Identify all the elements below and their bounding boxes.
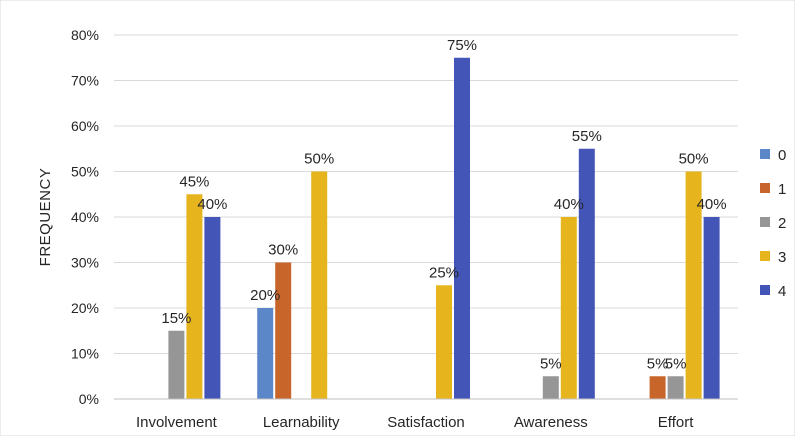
data-label: 40%	[554, 196, 584, 213]
data-label: 45%	[179, 173, 209, 190]
x-category-label: Learnability	[263, 414, 340, 431]
data-labels: 15%45%40%20%30%50%25%75%5%40%55%5%5%50%4…	[161, 37, 726, 373]
x-axis-categories: Involvement Learnability Satisfaction Aware…	[136, 414, 694, 431]
legend-label: 4	[778, 283, 786, 300]
legend-swatch-2	[760, 217, 770, 227]
data-label: 40%	[197, 196, 227, 213]
bar-learnability-series-1	[275, 262, 292, 399]
legend-label: 3	[778, 249, 786, 266]
x-category-label: Involvement	[136, 414, 218, 431]
y-tick-label: 80%	[71, 27, 99, 43]
x-category-label: Satisfaction	[387, 414, 465, 431]
data-label: 20%	[250, 287, 280, 304]
y-tick-label: 20%	[71, 300, 99, 316]
y-tick-label: 10%	[71, 346, 99, 362]
data-label: 5%	[647, 355, 669, 372]
legend-label: 1	[778, 181, 786, 198]
y-axis-ticks: 0% 10% 20% 30% 40% 50% 60% 70% 80%	[71, 27, 99, 407]
data-label: 40%	[697, 196, 727, 213]
y-tick-label: 60%	[71, 118, 99, 134]
bars	[168, 57, 720, 399]
y-tick-label: 50%	[71, 164, 99, 180]
data-label: 50%	[304, 151, 334, 168]
y-tick-label: 40%	[71, 209, 99, 225]
data-label: 30%	[268, 242, 298, 259]
bar-learnability-series-3	[311, 171, 328, 399]
data-label: 75%	[447, 37, 477, 54]
bar-awareness-series-2	[542, 376, 559, 399]
bar-learnability-series-0	[257, 308, 274, 399]
bar-effort-series-3	[685, 171, 702, 399]
data-label: 15%	[161, 310, 191, 327]
bar-awareness-series-3	[560, 217, 577, 399]
bar-awareness-series-4	[578, 148, 595, 399]
x-category-label: Effort	[658, 414, 694, 431]
x-category-label: Awareness	[514, 414, 588, 431]
bar-involvement-series-3	[186, 194, 203, 399]
legend-label: 0	[778, 147, 786, 164]
data-label: 5%	[540, 355, 562, 372]
legend: 0 1 2 3 4	[760, 147, 786, 300]
bar-involvement-series-4	[204, 217, 221, 399]
y-tick-label: 30%	[71, 255, 99, 271]
bar-satisfaction-series-4	[454, 57, 470, 399]
bar-involvement-series-2	[168, 330, 185, 399]
legend-swatch-4	[760, 285, 770, 295]
data-label: 25%	[429, 264, 459, 281]
data-label: 5%	[665, 355, 687, 372]
bar-effort-series-1	[649, 376, 666, 399]
bar-satisfaction-series-3	[436, 285, 452, 399]
bar-effort-series-2	[667, 376, 684, 399]
bar-effort-series-4	[703, 217, 720, 399]
y-tick-label: 70%	[71, 73, 99, 89]
data-label: 50%	[679, 151, 709, 168]
legend-swatch-1	[760, 183, 770, 193]
legend-swatch-0	[760, 149, 770, 159]
y-axis-label: FREQUENCY	[37, 168, 54, 267]
y-tick-label: 0%	[79, 391, 99, 407]
data-label: 55%	[572, 128, 602, 145]
legend-swatch-3	[760, 251, 770, 261]
legend-label: 2	[778, 215, 786, 232]
